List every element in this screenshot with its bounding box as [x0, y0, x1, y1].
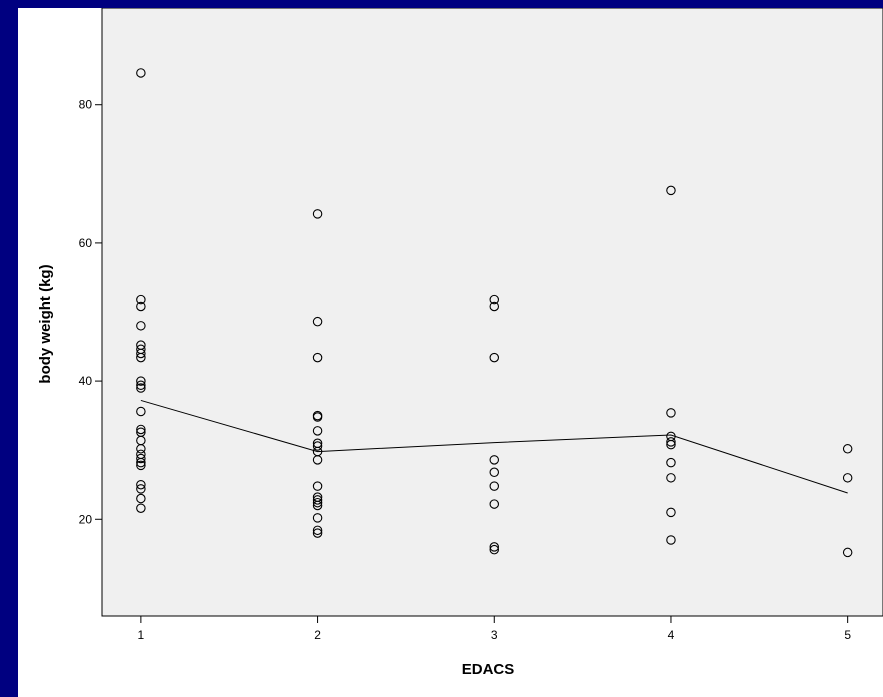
- y-tick-label: 20: [79, 512, 93, 526]
- data-point: [312, 426, 323, 436]
- data-point: [312, 316, 323, 327]
- y-tick-label: 40: [79, 374, 93, 388]
- x-tick-label: 4: [668, 628, 675, 642]
- data-point: [489, 481, 500, 491]
- data-point: [666, 507, 676, 518]
- scatter-chart: 20 40 60 80 1 2 3 4 5 EDACS body weight (kg): [37, 8, 883, 678]
- data-point: [489, 467, 500, 478]
- data-point: [312, 209, 323, 219]
- data-point: [312, 412, 323, 422]
- data-point: [312, 441, 323, 451]
- data-point: [842, 473, 853, 483]
- data-point: [312, 500, 323, 511]
- data-point: [489, 544, 500, 555]
- data-point: [666, 185, 676, 196]
- data-point: [842, 547, 853, 558]
- data-point: [136, 406, 146, 417]
- data-point: [136, 380, 146, 390]
- data-point: [136, 294, 146, 305]
- data-point: [136, 503, 146, 513]
- data-point: [312, 528, 323, 538]
- data-point: [136, 457, 146, 468]
- data-point: [136, 493, 146, 504]
- y-axis-ticks: 20 40 60 80: [79, 98, 102, 526]
- data-point: [489, 301, 500, 312]
- x-tick-label: 2: [314, 628, 321, 642]
- data-point: [136, 460, 146, 471]
- data-point: [312, 513, 323, 523]
- data-point: [136, 68, 146, 78]
- x-tick-label: 1: [138, 628, 145, 642]
- mean-line: [140, 399, 848, 494]
- data-point: [136, 444, 146, 454]
- data-point: [666, 473, 676, 483]
- scatter-points: [136, 68, 853, 558]
- chart-frame: 20 40 60 80 1 2 3 4 5 EDACS body weight (kg): [18, 8, 883, 697]
- data-point: [136, 484, 146, 494]
- data-point: [666, 457, 676, 468]
- data-point: [136, 383, 146, 393]
- y-tick-label: 60: [79, 236, 93, 250]
- data-point: [136, 376, 146, 386]
- data-point: [136, 424, 146, 435]
- data-point: [666, 437, 676, 447]
- data-point: [312, 455, 323, 465]
- data-point: [312, 481, 323, 491]
- data-point: [312, 352, 323, 363]
- data-point: [842, 444, 853, 454]
- data-point: [136, 321, 146, 331]
- plot-area: [101, 8, 883, 617]
- data-point: [489, 294, 500, 305]
- x-tick-label: 3: [491, 628, 498, 642]
- data-point: [136, 301, 146, 312]
- data-point: [666, 439, 676, 450]
- y-axis-title: body weight (kg): [37, 264, 54, 383]
- data-point: [136, 453, 146, 464]
- data-point: [312, 525, 323, 536]
- data-point: [312, 497, 323, 508]
- data-point: [136, 348, 146, 359]
- x-axis-title: EDACS: [462, 661, 515, 678]
- data-point: [312, 495, 323, 505]
- mean-line-series: [140, 399, 848, 494]
- y-tick-label: 80: [79, 98, 93, 112]
- data-point: [489, 499, 500, 509]
- data-point: [489, 352, 500, 363]
- data-point: [136, 352, 146, 363]
- data-point: [489, 455, 500, 465]
- data-point: [489, 542, 500, 552]
- data-point: [666, 408, 676, 418]
- data-point: [136, 479, 146, 490]
- x-tick-label: 5: [844, 628, 851, 642]
- data-point: [666, 535, 676, 545]
- x-axis-ticks: 1 2 3 4 5: [138, 616, 851, 642]
